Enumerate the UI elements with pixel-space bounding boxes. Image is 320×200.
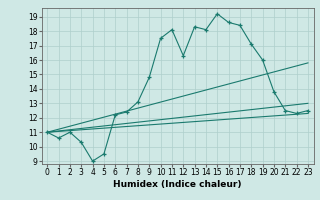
X-axis label: Humidex (Indice chaleur): Humidex (Indice chaleur) xyxy=(113,180,242,189)
